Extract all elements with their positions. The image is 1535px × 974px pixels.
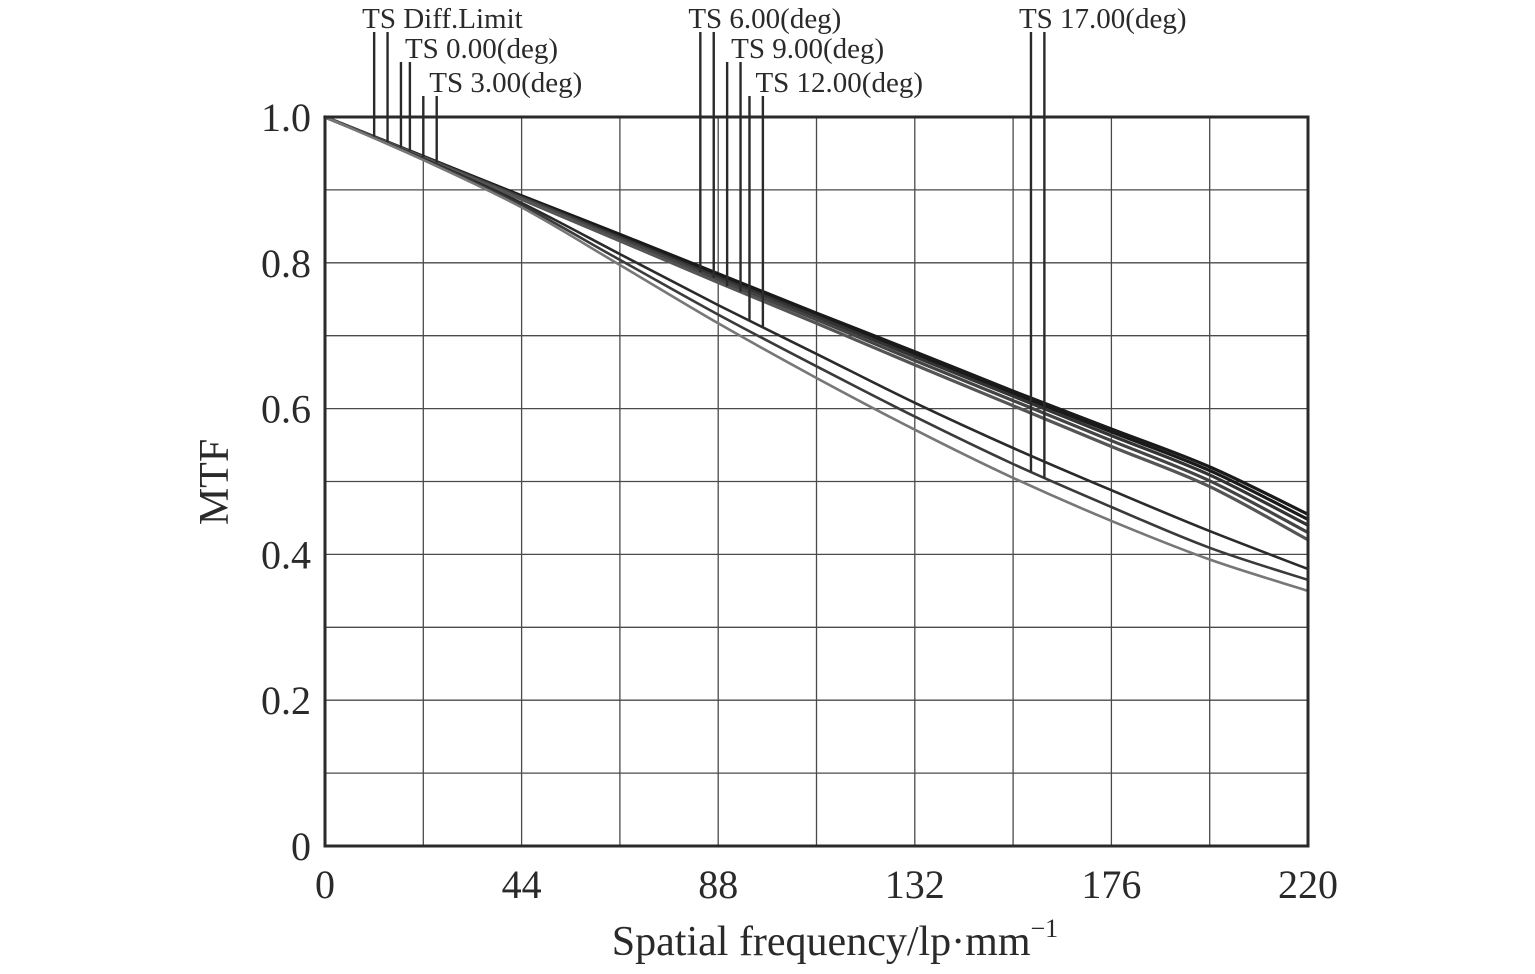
- mtf-curve-ts-9-00-deg: [323, 115, 1310, 542]
- y-tick-label: 0: [291, 824, 311, 869]
- mtf-curve-ts-12-00-deg: [323, 115, 1310, 571]
- x-axis-title-main: Spatial frequency/lp·mm: [612, 919, 1031, 965]
- x-axis-title: Spatial frequency/lp·mm−1: [612, 914, 1058, 965]
- y-tick-label: 0.6: [261, 387, 311, 432]
- legend-label: TS 12.00(deg): [755, 67, 923, 99]
- x-tick-label: 44: [502, 862, 542, 907]
- legend-label: TS 6.00(deg): [688, 3, 841, 35]
- legend-label: TS 9.00(deg): [731, 33, 884, 65]
- y-tick-label: 0.4: [261, 532, 311, 577]
- x-tick-labels: 0 44 88 132 176 220: [315, 862, 1338, 907]
- grid: [325, 117, 1308, 846]
- x-tick-label: 176: [1081, 862, 1141, 907]
- mtf-curves: [323, 115, 1310, 593]
- mtf-curve-ts-17-00-deg: [323, 115, 1310, 582]
- x-tick-label: 0: [315, 862, 335, 907]
- y-tick-label: 0.2: [261, 678, 311, 723]
- y-tick-label: 0.8: [261, 241, 311, 286]
- mtf-curve-ts-17-00-deg: [323, 115, 1310, 593]
- x-tick-label: 88: [698, 862, 738, 907]
- plot-frame: [323, 115, 1310, 848]
- legend-label: TS 0.00(deg): [405, 33, 558, 65]
- legend-label: TS 3.00(deg): [429, 67, 582, 99]
- legend-label: TS Diff.Limit: [362, 3, 523, 35]
- y-tick-label: 1.0: [261, 95, 311, 140]
- y-tick-labels: 0 0.2 0.4 0.6 0.8 1.0: [261, 95, 311, 869]
- x-tick-label: 220: [1278, 862, 1338, 907]
- legend-label: TS 17.00(deg): [1019, 3, 1187, 35]
- x-tick-label: 132: [885, 862, 945, 907]
- y-axis-title: MTF: [192, 439, 238, 525]
- x-axis-title-superscript: −1: [1031, 914, 1059, 943]
